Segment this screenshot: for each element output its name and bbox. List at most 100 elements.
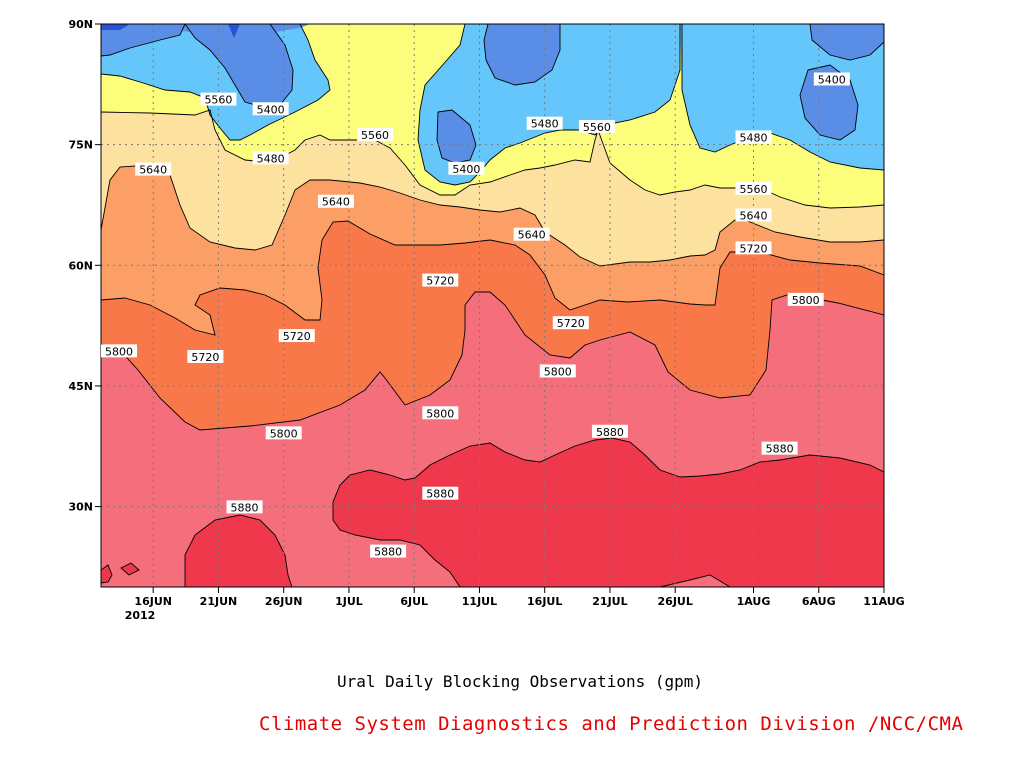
x-tick-label: 26JUN [265,595,303,608]
contour-label-text: 5800 [270,427,298,440]
contour-label: 5640 [735,208,772,222]
contour-label-text: 5720 [191,351,219,364]
contour-label: 5720 [278,329,315,343]
contour-label-text: 5480 [257,152,285,165]
contour-label: 5720 [422,273,459,288]
contour-label-background [370,544,407,558]
x-tick-label: 11AUG [863,595,904,608]
x-tick-label: 1JUL [335,595,363,608]
band-5480-5560 [101,24,884,185]
contour-label-text: 5800 [426,407,454,420]
contour-label: 5800 [539,364,576,378]
contour-label-text: 5640 [139,164,167,177]
contour-label-background [252,102,289,116]
contour-label-text: 5880 [766,443,794,456]
x-tick-label: 21JUL [592,595,627,608]
contour-label-background [101,344,137,358]
contour-label-background [513,227,550,241]
contour-label-text: 5560 [361,129,389,142]
plot-area [101,24,884,587]
contour-label-text: 5640 [518,229,546,242]
x-tick-label: 6JUL [400,595,428,608]
contour-label-background [552,316,589,330]
band-5400-5480 [101,24,884,163]
contour-label-text: 5560 [583,121,611,134]
contour-label-background [252,151,289,165]
contour-label-background [357,127,394,141]
contour-label: 5560 [200,92,237,107]
contour-label: 5880 [422,486,459,501]
contour-label-background [187,349,224,363]
band-above-5960 [101,438,884,587]
x-tick-label: 11JUL [462,595,497,608]
x-tick-label: 1AUG [737,595,771,608]
contour-label: 5560 [735,181,772,196]
contour-lines [101,24,884,587]
contour-label: 5800 [265,426,302,440]
contour-label-text: 5720 [557,317,585,330]
y-axis: 30N 45N 60N 75N 90N [68,18,101,514]
x-tick-label: 16JUN [134,595,172,608]
contour-label-text: 5480 [740,131,768,144]
y-tick-label: 90N [68,18,93,31]
contour-line-5880 [101,437,884,587]
contour-label-text: 5480 [531,118,559,131]
contour-label-background [539,364,576,378]
x-tick-label: 16JUL [527,595,562,608]
contour-label-background [422,486,459,500]
contour-label: 5480 [526,116,563,131]
contour-label-text: 5720 [740,242,768,255]
x-axis: 16JUN 21JUN 26JUN 1JUL 6JUL 11JUL 16JUL 21JUL 26… [134,587,905,608]
plot-frame [100,23,885,588]
x-tick-label: 21JUN [200,595,238,608]
contour-label-background [761,441,798,455]
contour-label-text: 5880 [231,501,259,514]
contour-label-background [226,500,263,514]
contour-label: 5880 [761,441,798,456]
contour-label-text: 5880 [596,426,624,439]
contour-label-background [813,72,850,86]
y-tick-label: 60N [68,259,93,272]
x-axis-year-label: 2012 [125,609,156,622]
x-tick-label: 26JUL [658,595,693,608]
chart-caption: Ural Daily Blocking Observations (gpm) [336,672,704,691]
contour-label: 5720 [552,316,589,330]
contour-label-background [735,208,772,222]
contour-label: 5560 [357,127,394,142]
contour-label-text: 5880 [374,546,402,559]
contour-label: 5640 [317,194,354,209]
contour-label-background [526,116,563,130]
x-tick-label: 6AUG [802,595,836,608]
contour-line-5800 [101,291,884,431]
contour-label-background [591,424,628,438]
contour-label-text: 5400 [452,163,480,176]
contour-label: 5400 [813,72,850,86]
contour-label-background [578,119,615,133]
contour-label-background [735,241,772,255]
contour-label-background [735,130,772,144]
contour-label: 5640 [135,162,172,177]
y-tick-label: 30N [68,501,93,514]
band-below-5400 [101,24,240,38]
contour-label: 5480 [252,151,289,165]
contour-label: 5720 [187,349,224,364]
contour-label: 5640 [513,227,550,242]
contour-labels: 5560 5400 5480 5640 5560 5640 5480 5400 5560 5640… [101,72,850,559]
contour-label-text: 5800 [105,345,133,358]
contour-label: 5800 [787,292,824,307]
contour-line-5640 [101,164,884,267]
contour-label-background [317,194,354,208]
contour-label: 5800 [101,344,137,358]
contour-label-text: 5400 [818,73,846,86]
contour-label-background [135,162,172,176]
contour-label-text: 5560 [204,94,232,107]
contour-label-background [422,406,459,420]
contour-label: 5880 [370,544,407,559]
contour-label: 5400 [448,161,485,176]
contour-label-text: 5400 [257,103,285,116]
contour-label-text: 5880 [426,488,454,501]
contour-label: 5480 [735,130,772,144]
contour-label: 5800 [422,406,459,420]
contour-label-background [200,92,237,106]
